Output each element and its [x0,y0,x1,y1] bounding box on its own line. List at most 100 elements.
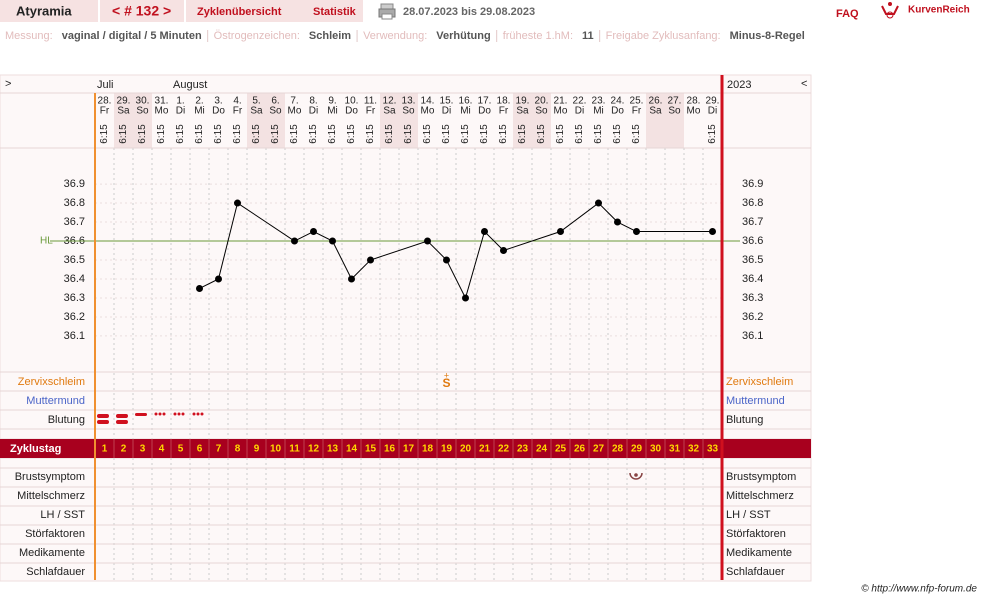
info-value: Verhütung [436,30,490,42]
cycle-day: 25 [555,444,567,455]
weekday: Di [309,106,318,117]
date: 13. [402,96,416,107]
temperature-point [709,228,716,236]
time: 6:15 [137,124,148,144]
date: 29. [117,96,131,107]
info-label: Verwendung: [363,30,427,42]
time: 6:15 [270,124,281,144]
cycle-day: 33 [707,444,719,455]
weekend-shade [133,93,152,148]
cycle-day: 3 [140,444,146,455]
time: 6:15 [707,124,718,144]
y-tick-label: 36.2 [64,311,85,323]
print-icon[interactable] [378,3,396,20]
weekend-shade [380,93,399,148]
y-tick-label: 36.8 [742,197,763,209]
cycle-day: 24 [536,444,548,455]
date: 4. [233,96,241,107]
footer: © http://www.nfp-forum.de [861,584,977,595]
date: 7. [290,96,298,107]
user: Atyramia [16,3,72,18]
date: 14. [421,96,435,107]
cycle-day: 9 [254,444,260,455]
date: 1. [176,96,184,107]
bleeding-icons [97,412,204,424]
weekday: Di [708,106,717,117]
y-tick-label: 36.7 [64,216,85,228]
y-tick-label: 36.8 [64,197,85,209]
weekday: So [668,106,681,117]
date: 16. [459,96,473,107]
nav-left[interactable]: > [5,78,11,90]
brand-icon [881,2,899,19]
weekday: Sa [516,106,529,117]
date: 10. [345,96,359,107]
weekday: Mo [554,106,568,117]
faq[interactable]: FAQ [836,8,859,20]
date: 22. [573,96,587,107]
weekend-shade [247,93,266,148]
temperature-point [310,228,317,236]
temperature-point [234,199,241,207]
weekday: Fr [632,106,642,117]
temperature-point [614,218,621,226]
info-label: Messung: [5,30,53,42]
cycle-day: 17 [403,444,415,455]
cover-line-label: HL [40,236,53,247]
time: 6:15 [118,124,129,144]
brand[interactable]: KurvenReich [908,5,970,16]
weekday: Mo [421,106,435,117]
cycle-day: 30 [650,444,662,455]
temperature-point [481,228,488,236]
weekday: Fr [366,106,376,117]
cycle-day: 4 [159,444,165,455]
row-label: Blutung [726,414,763,426]
time: 6:15 [422,124,433,144]
date: 18. [497,96,511,107]
temperature-point [348,275,355,283]
tab[interactable]: Zyklenübersicht [197,6,282,18]
weekday: Mi [593,106,604,117]
y-tick-label: 36.6 [742,235,763,247]
info-label: Freigabe Zyklusanfang: [606,30,721,42]
temperature-point [443,256,450,264]
y-tick-label: 36.5 [742,254,763,266]
cycle-nav[interactable]: < # 132 > [112,3,171,19]
date: 6. [271,96,279,107]
cycle-day: 7 [216,444,222,455]
weekday: So [402,106,415,117]
cycle-day: 28 [612,444,624,455]
row-label: Schlafdauer [726,566,785,578]
date: 15. [440,96,454,107]
weekday: Mi [194,106,205,117]
cervix-sup: + [444,370,449,380]
month: Juli [97,79,114,91]
row-label: Brustsymptom [726,471,796,483]
time: 6:15 [555,124,566,144]
weekday: Fr [499,106,509,117]
weekday: Do [212,106,225,117]
temperature-point [367,256,374,264]
row-label: Brustsymptom [15,471,85,483]
date: 2. [195,96,203,107]
time: 6:15 [631,124,642,144]
row-label: Muttermund [26,395,85,407]
date: 9. [328,96,336,107]
row-label: LH / SST [726,509,771,521]
time: 6:15 [498,124,509,144]
date: 19. [516,96,530,107]
time: 6:15 [308,124,319,144]
y-tick-label: 36.5 [64,254,85,266]
time: 6:15 [536,124,547,144]
tab[interactable]: Statistik [313,6,357,18]
date: 28. [687,96,701,107]
nav-right[interactable]: < [801,78,807,90]
date: 20. [535,96,549,107]
info-label: Östrogenzeichen: [214,30,300,42]
info-label: früheste 1.hM: [503,30,573,42]
cycle-day: 1 [102,444,108,455]
info-value: 11 [582,30,594,42]
weekend-shade [665,93,684,148]
